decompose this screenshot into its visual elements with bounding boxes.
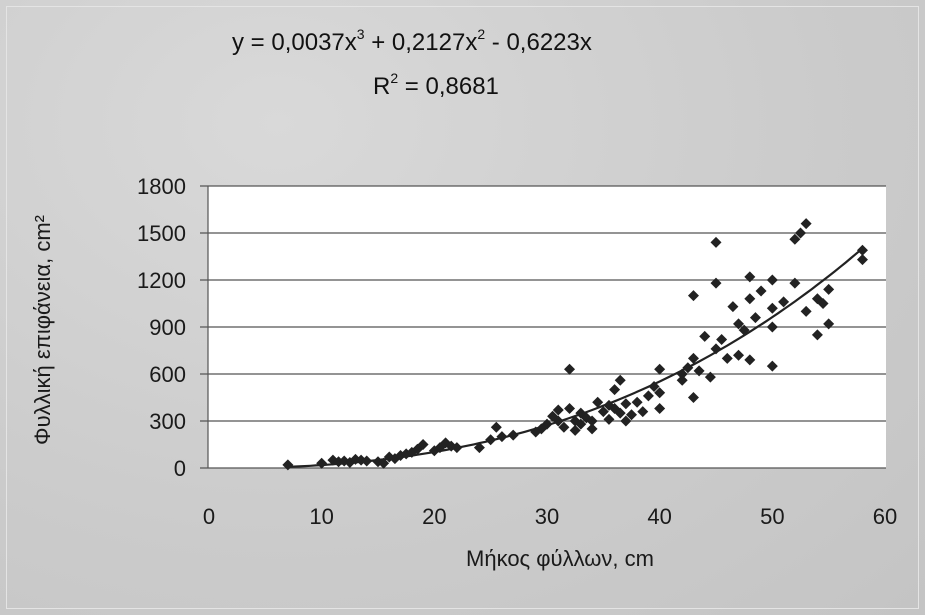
y-axis-title: Φυλλική επιφάνεια, cm² bbox=[30, 215, 55, 445]
data-point bbox=[766, 360, 778, 372]
data-point bbox=[687, 290, 699, 302]
y-tick-300: 300 bbox=[149, 409, 186, 434]
y-tick-0: 0 bbox=[174, 456, 186, 481]
data-point bbox=[614, 374, 626, 386]
data-point bbox=[704, 371, 716, 383]
data-point bbox=[614, 407, 626, 419]
data-point bbox=[637, 406, 649, 418]
y-tick-1200: 1200 bbox=[137, 268, 186, 293]
data-point bbox=[676, 374, 688, 386]
data-point bbox=[710, 236, 722, 248]
data-point bbox=[597, 406, 609, 418]
data-point bbox=[552, 404, 564, 416]
data-point bbox=[795, 227, 806, 239]
x-tick-30: 30 bbox=[535, 504, 559, 529]
trendline bbox=[287, 247, 864, 468]
r-squared-label: R2 = 0,8681 bbox=[373, 70, 499, 100]
data-point bbox=[856, 254, 868, 266]
y-tick-900: 900 bbox=[149, 315, 186, 340]
data-point bbox=[687, 352, 699, 364]
data-point bbox=[654, 402, 666, 414]
data-point bbox=[766, 274, 778, 286]
data-point bbox=[823, 318, 835, 330]
data-point bbox=[654, 387, 666, 399]
data-point bbox=[817, 298, 829, 309]
data-point bbox=[575, 418, 587, 430]
data-point bbox=[811, 329, 823, 341]
y-tick-1800: 1800 bbox=[137, 174, 186, 199]
data-point bbox=[586, 423, 598, 435]
x-tick-40: 40 bbox=[647, 504, 671, 529]
data-point bbox=[800, 218, 812, 230]
data-point bbox=[558, 421, 570, 433]
data-point bbox=[727, 301, 739, 313]
x-tick-labels: 0 10 20 30 40 50 60 bbox=[203, 504, 897, 529]
trendline-equation: y = 0,0037x3 + 0,2127x2 - 0,6223x bbox=[232, 26, 592, 56]
data-point bbox=[733, 349, 745, 361]
data-point bbox=[620, 415, 632, 427]
data-point bbox=[716, 334, 728, 346]
data-point bbox=[693, 365, 705, 377]
data-point bbox=[417, 439, 429, 450]
data-point bbox=[766, 321, 778, 333]
x-tick-0: 0 bbox=[203, 504, 215, 529]
data-point bbox=[631, 396, 643, 408]
data-point bbox=[733, 318, 745, 330]
data-point bbox=[586, 415, 598, 427]
data-point bbox=[603, 413, 615, 425]
data-point bbox=[744, 354, 756, 366]
data-point bbox=[800, 305, 812, 317]
data-point bbox=[654, 363, 666, 375]
data-point bbox=[564, 402, 576, 414]
data-point bbox=[744, 293, 756, 305]
x-tick-50: 50 bbox=[760, 504, 784, 529]
data-point bbox=[744, 271, 756, 283]
data-point bbox=[473, 442, 485, 454]
data-point bbox=[699, 330, 711, 342]
data-point bbox=[490, 421, 502, 433]
data-point bbox=[626, 409, 637, 421]
data-point bbox=[569, 424, 581, 436]
data-point bbox=[749, 312, 761, 324]
x-tick-10: 10 bbox=[309, 504, 333, 529]
data-point bbox=[642, 390, 654, 402]
y-tick-600: 600 bbox=[149, 362, 186, 387]
x-tick-20: 20 bbox=[422, 504, 446, 529]
data-point bbox=[620, 398, 632, 410]
data-point bbox=[823, 283, 835, 295]
data-point bbox=[564, 363, 576, 375]
data-point bbox=[766, 302, 778, 314]
x-axis-title: Μήκος φύλλων, cm bbox=[466, 546, 654, 571]
data-point bbox=[592, 396, 604, 408]
data-point bbox=[755, 285, 767, 297]
data-point bbox=[609, 384, 621, 396]
data-point bbox=[789, 233, 801, 245]
data-point bbox=[721, 352, 733, 364]
y-tick-1500: 1500 bbox=[137, 221, 186, 246]
data-point bbox=[687, 392, 699, 403]
y-tick-labels: 0 300 600 900 1200 1500 1800 bbox=[137, 174, 186, 481]
data-point bbox=[856, 244, 868, 256]
data-point bbox=[710, 277, 722, 289]
data-point bbox=[789, 277, 801, 289]
data-point bbox=[778, 296, 790, 308]
x-tick-60: 60 bbox=[873, 504, 897, 529]
